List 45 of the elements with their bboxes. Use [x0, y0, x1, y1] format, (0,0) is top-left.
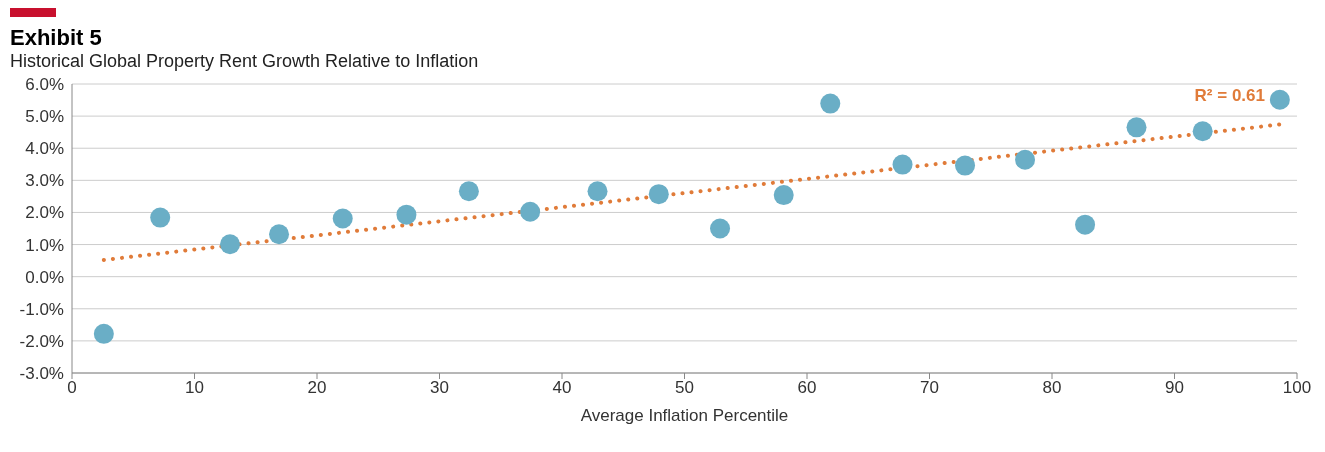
y-tick-label: -3.0% [19, 364, 64, 384]
y-tick-label: 1.0% [25, 235, 64, 255]
point [1126, 117, 1147, 138]
y-tick-label: 3.0% [25, 171, 64, 191]
x-tick-label: 50 [675, 378, 694, 398]
point [458, 181, 479, 202]
y-tick-label: 2.0% [25, 203, 64, 223]
point [1192, 121, 1213, 142]
point [520, 201, 541, 222]
point [93, 323, 114, 344]
point [396, 204, 417, 225]
y-tick-label: -2.0% [19, 331, 64, 351]
point [150, 207, 171, 228]
y-tick-label: 6.0% [25, 75, 64, 95]
x-tick-label: 20 [307, 378, 327, 398]
y-tick-label: 5.0% [25, 107, 64, 127]
x-tick-label: 10 [185, 378, 204, 398]
y-tick-label: 0.0% [25, 267, 64, 287]
annotation: R² = 0.61 [1194, 86, 1265, 106]
x-tick-label: 0 [67, 378, 77, 398]
chart-subtitle: Historical Global Property Rent Growth Relative to Inflation [10, 51, 480, 72]
point [820, 93, 841, 114]
point [892, 154, 913, 175]
point [269, 224, 290, 245]
x-tick-label: 100 [1282, 378, 1312, 398]
point [1269, 89, 1290, 110]
chart-title: Exhibit 5 [10, 25, 103, 51]
point [1015, 149, 1036, 170]
point [587, 181, 608, 202]
point [773, 185, 794, 206]
x-tick-label: 70 [920, 378, 939, 398]
x-axis-title: Average Inflation Percentile [580, 406, 789, 425]
x-tick-label: 80 [1042, 378, 1062, 398]
x-tick-label: 30 [430, 378, 449, 398]
x-tick-label: 90 [1165, 378, 1184, 398]
x-tick-label: 60 [797, 378, 817, 398]
point [955, 155, 976, 176]
point [648, 184, 669, 205]
y-tick-label: 4.0% [25, 139, 64, 159]
point [332, 208, 353, 229]
x-tick-label: 40 [552, 378, 572, 398]
point [220, 234, 241, 255]
point [710, 218, 731, 239]
y-tick-label: -1.0% [19, 299, 64, 319]
point [1075, 214, 1096, 235]
